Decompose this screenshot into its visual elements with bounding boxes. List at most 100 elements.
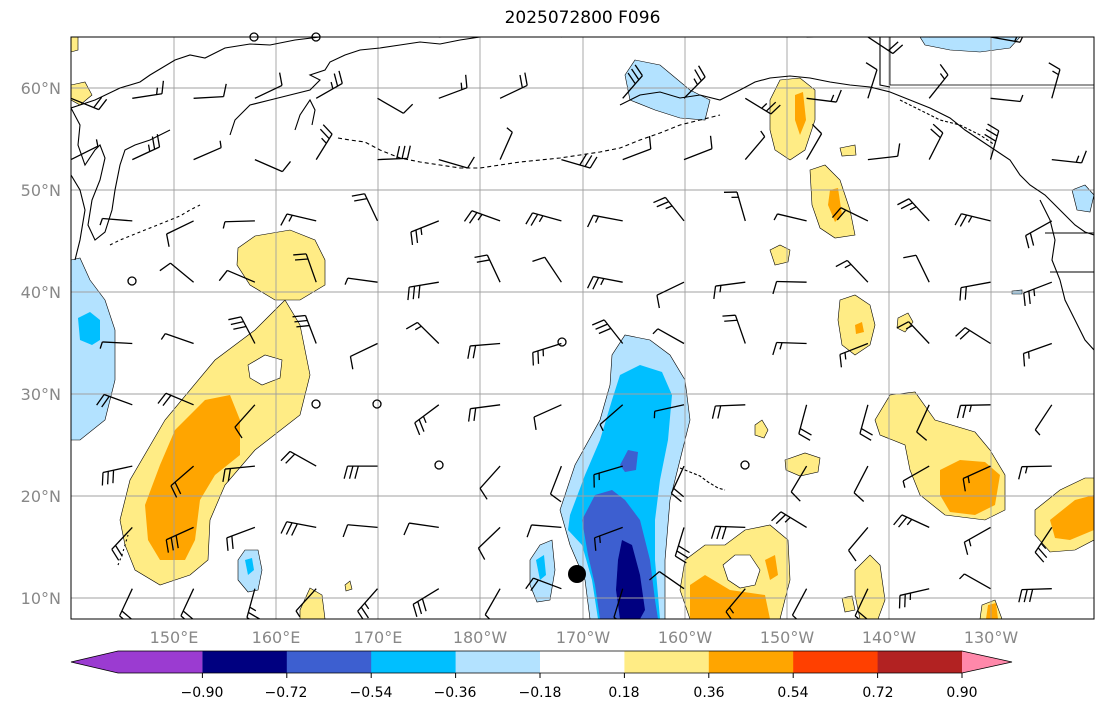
wind-barb bbox=[477, 526, 501, 560]
wind-barb bbox=[280, 450, 317, 467]
wind-barb bbox=[71, 96, 108, 111]
colorbar: −0.90 −0.72 −0.54 −0.36 −0.18 0.18 0.36 … bbox=[70, 650, 1013, 701]
wind-barb bbox=[586, 275, 623, 290]
wind-barb bbox=[412, 588, 440, 617]
negative-contour-0-72 bbox=[616, 540, 645, 619]
wind-barb bbox=[71, 343, 72, 345]
wind-barb bbox=[622, 136, 652, 161]
wind-barb bbox=[771, 511, 807, 528]
lat-label: 30°N bbox=[21, 385, 61, 404]
wind-barb bbox=[254, 72, 283, 99]
colorbar-tick-label: 0.54 bbox=[777, 685, 808, 701]
wind-barb bbox=[71, 527, 72, 529]
lon-label: 140°W bbox=[862, 628, 917, 647]
wind-barb bbox=[798, 404, 812, 441]
colorbar-segment bbox=[624, 651, 710, 673]
wind-barb bbox=[725, 588, 746, 619]
wind-barb bbox=[71, 139, 99, 161]
wind-barb bbox=[773, 213, 807, 222]
wind-barb bbox=[1022, 342, 1053, 367]
wind-barb bbox=[959, 573, 991, 590]
wind-barb bbox=[357, 588, 378, 619]
wind-barb bbox=[984, 123, 1000, 160]
wind-barb bbox=[532, 256, 562, 283]
wind-barb bbox=[111, 526, 133, 561]
colorbar-segment bbox=[877, 651, 963, 673]
colorbar-segment bbox=[286, 651, 372, 673]
colorbar-tick-label: 0.72 bbox=[862, 685, 893, 701]
wind-barb bbox=[898, 588, 930, 609]
colorbar-segment bbox=[708, 651, 794, 673]
wind-barb bbox=[586, 214, 623, 228]
wind-barb bbox=[351, 193, 379, 222]
north-america-west-coast bbox=[1039, 199, 1094, 351]
wind-barb bbox=[723, 191, 746, 222]
colorbar-tick-label: 0.36 bbox=[693, 685, 724, 701]
wind-barb bbox=[293, 253, 317, 283]
wind-barb bbox=[1023, 281, 1053, 306]
wind-barbs bbox=[71, 37, 1087, 619]
colorbar-extend-low bbox=[71, 651, 203, 673]
wind-barb bbox=[1034, 404, 1053, 436]
colorbar-tick-label: 0.90 bbox=[946, 685, 977, 701]
wind-barb bbox=[295, 588, 317, 618]
wind-barb bbox=[159, 262, 195, 283]
wind-barb bbox=[467, 404, 501, 422]
wind-barb bbox=[403, 522, 439, 536]
wind-barb bbox=[652, 328, 685, 345]
wind-barb bbox=[903, 254, 930, 283]
wind-barb bbox=[622, 37, 624, 38]
colorbar-segment bbox=[202, 651, 288, 673]
wind-barb bbox=[790, 465, 808, 502]
wind-barb bbox=[165, 526, 194, 553]
wind-barb bbox=[684, 37, 685, 38]
wind-barb bbox=[549, 465, 563, 503]
wind-barb bbox=[954, 213, 991, 227]
colorbar-outline bbox=[70, 650, 1013, 674]
wind-barb bbox=[499, 127, 513, 160]
wind-barb bbox=[479, 465, 501, 500]
wind-barb bbox=[893, 514, 930, 528]
wind-barb bbox=[1025, 220, 1053, 249]
wind-barb bbox=[853, 465, 869, 502]
wind-barb bbox=[316, 37, 317, 38]
wind-barb bbox=[683, 65, 706, 99]
wind-barb bbox=[591, 319, 624, 344]
colorbar-tick-label: −0.36 bbox=[434, 685, 477, 701]
lon-label: 180°W bbox=[453, 628, 508, 647]
wind-barb bbox=[956, 404, 991, 419]
kamchatka-coast bbox=[71, 37, 321, 109]
wind-barb bbox=[99, 217, 133, 226]
wind-barb bbox=[499, 72, 528, 99]
aleutian-islands bbox=[337, 114, 721, 169]
lat-label: 60°N bbox=[21, 79, 61, 98]
wind-barb bbox=[854, 588, 869, 619]
wind-barb bbox=[170, 465, 195, 498]
shaded-field bbox=[71, 37, 1094, 619]
wind-barb bbox=[990, 37, 1024, 43]
wind-barb bbox=[928, 64, 949, 99]
colorbar-tick-labels: −0.90 −0.72 −0.54 −0.36 −0.18 0.18 0.36 … bbox=[181, 685, 978, 701]
kamchatka-peninsula bbox=[71, 107, 171, 241]
wind-barb bbox=[407, 281, 439, 301]
wind-barb bbox=[254, 159, 292, 173]
wind-barb bbox=[222, 465, 255, 482]
wind-barb bbox=[859, 404, 873, 441]
wind-barb bbox=[132, 134, 161, 161]
wind-barb bbox=[867, 143, 901, 161]
colorbar-tick-label: 0.18 bbox=[608, 685, 639, 701]
coastlines bbox=[71, 37, 1094, 566]
wind-barb bbox=[99, 341, 133, 349]
wind-barb bbox=[710, 525, 746, 540]
wind-barb bbox=[165, 220, 194, 247]
lon-label: 150°W bbox=[760, 628, 815, 647]
longitude-labels: 150°E 160°E 170°E 180°W 170°W 160°W 150°… bbox=[150, 628, 1019, 647]
wind-barb bbox=[438, 74, 468, 99]
hawaii-islands bbox=[679, 467, 726, 491]
wind-barb bbox=[315, 124, 333, 160]
wind-barb bbox=[132, 80, 165, 99]
wind-barb bbox=[532, 342, 562, 366]
wind-barb bbox=[791, 588, 808, 619]
wind-barb bbox=[234, 404, 256, 439]
wind-barb bbox=[670, 465, 685, 503]
